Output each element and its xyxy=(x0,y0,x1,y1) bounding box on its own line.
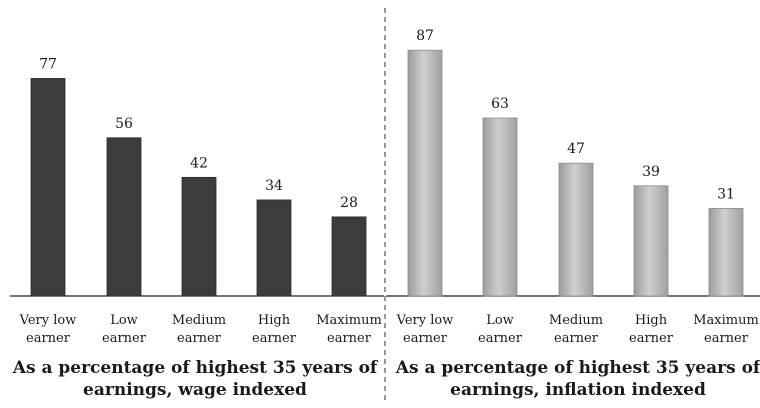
category-label: Medium xyxy=(549,313,603,328)
chart-title: earnings, wage indexed xyxy=(83,380,307,400)
bar xyxy=(407,49,443,297)
category-label: Very low xyxy=(19,313,77,328)
data-label: 63 xyxy=(491,96,509,112)
data-label: 87 xyxy=(416,28,434,44)
category-label: Maximum xyxy=(316,313,382,328)
category-label: earner xyxy=(26,331,71,346)
category-label: earner xyxy=(102,331,147,346)
chart-panel-2: 87 Very low earner 63 Low earner 47 Medium earne… xyxy=(386,28,760,400)
bar xyxy=(256,199,292,297)
category-label: Medium xyxy=(172,313,226,328)
category-label: earner xyxy=(554,331,599,346)
category-label: earner xyxy=(478,331,523,346)
bar xyxy=(106,137,142,297)
bar xyxy=(30,78,66,297)
category-label: earner xyxy=(704,331,749,346)
category-label: High xyxy=(258,313,291,328)
category-label: Low xyxy=(110,313,138,328)
chart-title: As a percentage of highest 35 years of xyxy=(12,358,379,378)
data-label: 56 xyxy=(115,116,133,132)
bar xyxy=(181,176,217,297)
bar xyxy=(708,208,744,297)
category-label: earner xyxy=(629,331,674,346)
chart-panel-1: 77 Very low earner 56 Low earner 42 Medium earne… xyxy=(10,56,384,400)
bar xyxy=(331,216,367,297)
data-label: 42 xyxy=(190,155,208,171)
chart-title: As a percentage of highest 35 years of xyxy=(395,358,760,378)
data-label: 31 xyxy=(717,186,735,202)
category-label: Very low xyxy=(396,313,454,328)
bar xyxy=(633,185,669,297)
data-label: 47 xyxy=(567,141,585,157)
data-label: 39 xyxy=(642,164,660,180)
category-label: earner xyxy=(252,331,297,346)
data-label: 34 xyxy=(265,178,283,194)
category-label: High xyxy=(635,313,668,328)
chart-title: earnings, inflation indexed xyxy=(450,380,706,400)
category-label: earner xyxy=(403,331,448,346)
data-label: 28 xyxy=(340,195,358,211)
category-label: earner xyxy=(327,331,372,346)
category-label: Maximum xyxy=(693,313,759,328)
data-label: 77 xyxy=(39,56,57,72)
bar xyxy=(482,117,518,297)
category-label: earner xyxy=(177,331,222,346)
bar xyxy=(558,162,594,297)
category-label: Low xyxy=(486,313,514,328)
